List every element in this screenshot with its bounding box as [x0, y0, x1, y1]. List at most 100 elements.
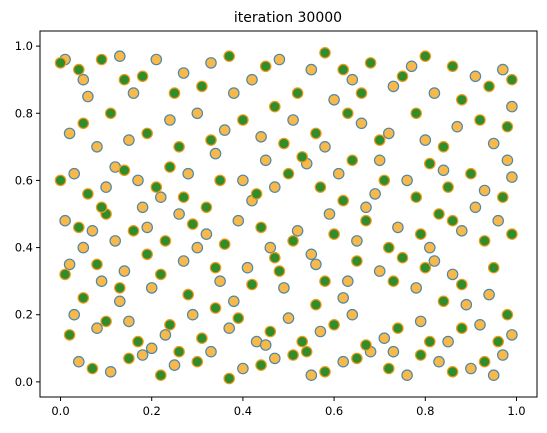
- green-point: [73, 63, 85, 76]
- green-point: [291, 87, 304, 99]
- orange-point: [164, 114, 176, 126]
- orange-point: [136, 201, 149, 214]
- green-point: [287, 349, 299, 361]
- green-point: [127, 225, 140, 237]
- green-point: [437, 295, 450, 308]
- orange-point: [410, 282, 422, 294]
- green-point: [118, 164, 131, 177]
- orange-point: [182, 167, 194, 180]
- orange-point: [501, 154, 514, 167]
- green-point: [182, 288, 194, 301]
- orange-point: [446, 268, 459, 281]
- green-point: [205, 134, 217, 146]
- green-point: [487, 261, 500, 274]
- orange-point: [259, 154, 272, 167]
- green-point: [186, 218, 199, 230]
- orange-point: [73, 355, 85, 368]
- green-point: [173, 141, 185, 153]
- x-tick-label: 0.4: [234, 404, 252, 418]
- green-point: [319, 275, 331, 287]
- green-point: [191, 355, 204, 368]
- green-point: [86, 362, 99, 375]
- green-point: [95, 53, 108, 66]
- green-point: [465, 167, 477, 180]
- green-point: [478, 235, 491, 247]
- orange-point: [414, 315, 427, 328]
- orange-point: [150, 53, 163, 66]
- green-point: [150, 181, 163, 193]
- orange-point: [95, 275, 108, 287]
- green-point: [355, 87, 368, 99]
- orange-point: [228, 295, 240, 308]
- green-point: [382, 362, 395, 375]
- green-point: [433, 208, 445, 220]
- y-tick-label: 0.4: [15, 241, 33, 255]
- green-point: [141, 248, 153, 261]
- orange-point: [173, 208, 185, 220]
- green-point: [437, 141, 450, 153]
- orange-point: [159, 329, 172, 341]
- green-point: [446, 214, 459, 227]
- green-point: [382, 241, 395, 254]
- green-point: [337, 194, 349, 207]
- orange-point: [77, 73, 90, 86]
- plot-frame: [39, 30, 538, 398]
- orange-point: [469, 70, 482, 83]
- green-point: [319, 46, 331, 59]
- orange-point: [442, 335, 454, 348]
- green-point: [387, 275, 400, 287]
- green-point: [319, 365, 331, 378]
- y-tick-label: 1.0: [15, 39, 33, 53]
- green-point: [255, 221, 267, 234]
- green-point: [59, 268, 71, 281]
- orange-point: [360, 201, 372, 214]
- orange-point: [68, 308, 80, 321]
- orange-point: [428, 87, 441, 99]
- orange-point: [77, 241, 90, 254]
- orange-point: [123, 315, 135, 328]
- green-point: [82, 188, 94, 200]
- orange-point: [136, 349, 149, 361]
- orange-point: [291, 225, 304, 237]
- orange-point: [373, 265, 386, 277]
- green-point: [63, 329, 76, 341]
- orange-point: [91, 141, 103, 153]
- green-point: [77, 117, 90, 130]
- green-point: [300, 345, 313, 358]
- orange-point: [273, 53, 286, 66]
- orange-point: [177, 67, 190, 79]
- green-point: [506, 228, 518, 240]
- green-point: [268, 100, 281, 113]
- orange-point: [455, 225, 468, 237]
- chart-title: iteration 30000: [234, 10, 342, 26]
- green-point: [496, 191, 509, 203]
- orange-point: [100, 181, 112, 193]
- orange-point: [319, 141, 331, 153]
- green-point: [264, 325, 277, 338]
- orange-point: [496, 63, 509, 76]
- orange-point: [469, 201, 482, 214]
- orange-point: [255, 131, 267, 143]
- green-point: [118, 73, 131, 86]
- green-point: [196, 80, 208, 93]
- orange-point: [241, 261, 254, 274]
- orange-point: [237, 174, 249, 187]
- green-point: [364, 57, 377, 69]
- orange-point: [237, 362, 249, 375]
- green-point: [209, 261, 222, 274]
- orange-point: [506, 100, 518, 113]
- points-layer: [54, 46, 518, 385]
- orange-point: [86, 225, 99, 237]
- orange-point: [246, 73, 258, 86]
- green-point: [177, 191, 190, 203]
- orange-point: [506, 329, 518, 341]
- orange-point: [186, 308, 199, 321]
- orange-point: [337, 355, 349, 368]
- green-point: [414, 349, 427, 361]
- green-point: [378, 174, 391, 187]
- green-point: [296, 335, 308, 348]
- green-point: [396, 251, 409, 264]
- orange-point: [118, 265, 131, 277]
- orange-point: [268, 181, 281, 193]
- orange-point: [483, 288, 495, 301]
